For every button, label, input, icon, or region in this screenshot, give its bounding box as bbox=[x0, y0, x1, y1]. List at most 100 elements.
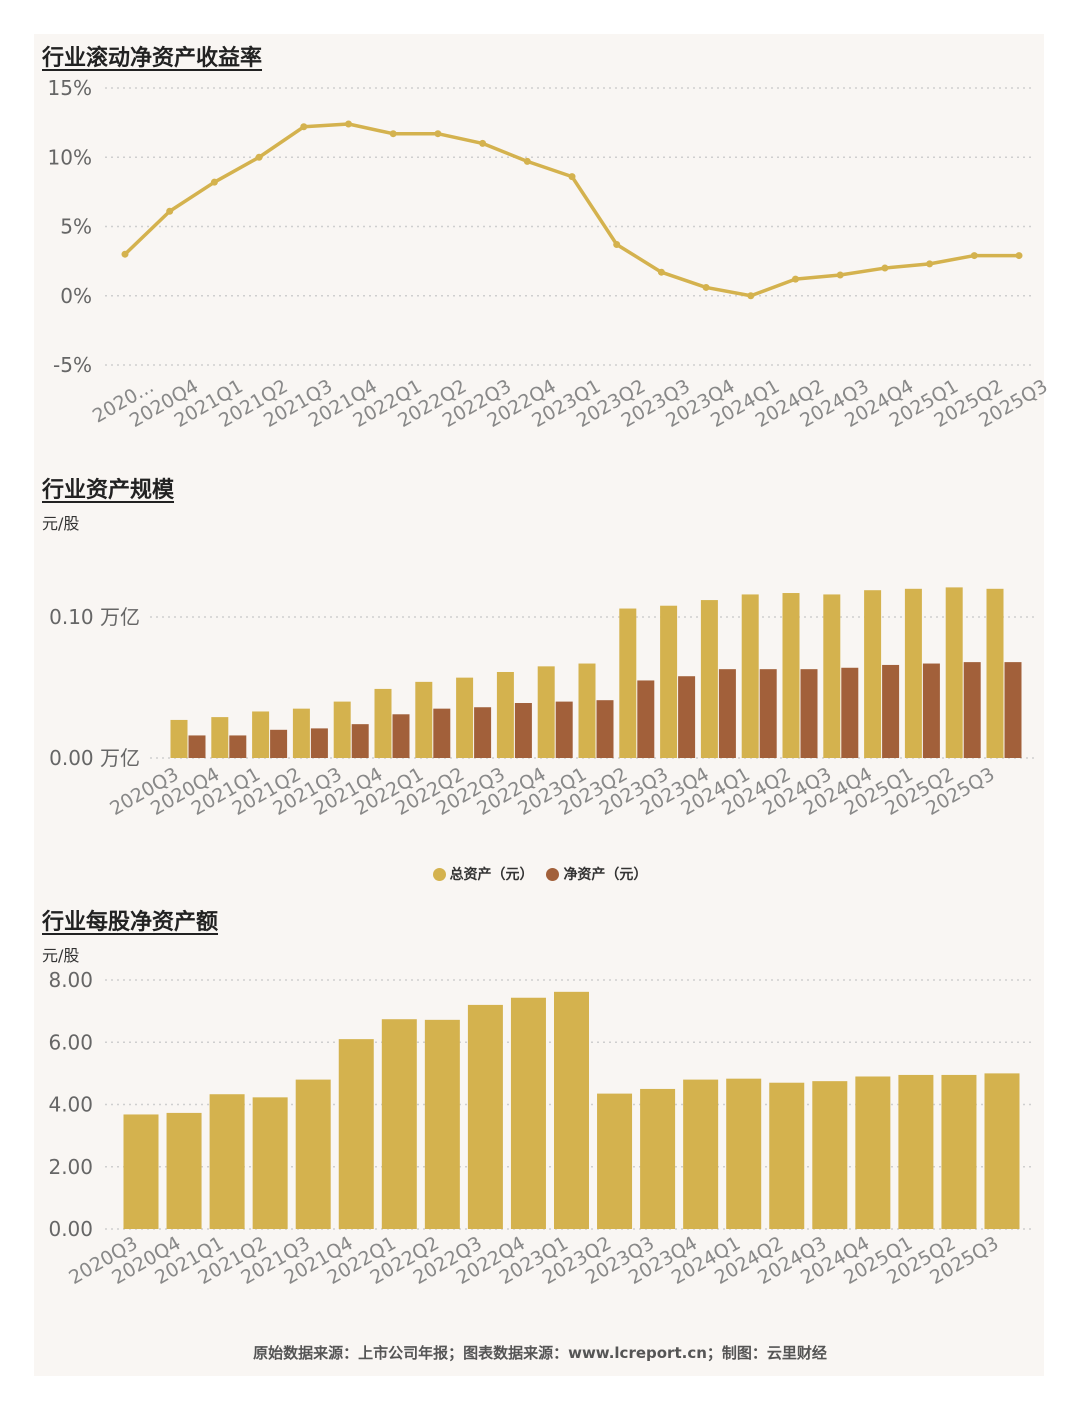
net-assets-bar bbox=[759, 669, 777, 758]
total-assets-bar bbox=[211, 717, 229, 758]
net-assets-bar bbox=[963, 662, 981, 758]
roe-data-point bbox=[926, 260, 934, 268]
roe-data-point bbox=[300, 123, 308, 131]
asset-chart-legend: 总资产（元） 净资产（元） bbox=[0, 864, 1080, 885]
nav-per-share-bar bbox=[295, 1079, 331, 1229]
nav-per-share-bar bbox=[381, 1019, 417, 1229]
nav-per-share-bar bbox=[123, 1114, 159, 1229]
nav-chart-unit: 元/股 bbox=[42, 946, 80, 965]
net-assets-bar bbox=[310, 728, 328, 758]
total-assets-bar bbox=[986, 588, 1004, 758]
asset-bar-chart: 0.10 万亿0.00 万亿2020Q32020Q42021Q12021Q220… bbox=[49, 587, 1035, 820]
roe-data-point bbox=[479, 139, 487, 147]
net-assets-bar bbox=[433, 708, 451, 758]
nav-per-share-bar bbox=[510, 997, 546, 1229]
y-tick-label: 0.00 万亿 bbox=[49, 746, 140, 770]
nav-per-share-bar bbox=[640, 1088, 676, 1229]
total-assets-bar bbox=[660, 605, 678, 758]
nav-per-share-bar bbox=[984, 1073, 1020, 1229]
roe-data-point bbox=[836, 271, 844, 279]
legend-swatch-total-assets bbox=[432, 867, 446, 881]
roe-data-point bbox=[881, 264, 889, 272]
total-assets-bar bbox=[415, 681, 433, 758]
nav-per-share-bar bbox=[209, 1094, 245, 1229]
total-assets-bar bbox=[292, 708, 310, 758]
net-assets-bar bbox=[1004, 662, 1022, 758]
total-assets-bar bbox=[782, 593, 800, 758]
net-assets-bar bbox=[922, 663, 940, 758]
nav-per-share-bar bbox=[252, 1097, 288, 1229]
nav-per-share-bar bbox=[812, 1081, 848, 1229]
total-assets-bar bbox=[904, 588, 922, 758]
net-assets-bar bbox=[555, 701, 573, 758]
legend-item-net-assets: 净资产（元） bbox=[546, 864, 647, 884]
total-assets-bar bbox=[374, 688, 392, 758]
y-tick-label: 15% bbox=[48, 76, 92, 100]
nav-per-share-bar bbox=[769, 1082, 805, 1229]
net-assets-bar bbox=[188, 735, 206, 758]
total-assets-bar bbox=[823, 594, 841, 758]
roe-data-point bbox=[389, 130, 397, 138]
net-assets-bar bbox=[718, 669, 736, 758]
total-assets-bar bbox=[170, 719, 188, 758]
total-assets-bar bbox=[945, 587, 963, 758]
net-assets-bar bbox=[882, 664, 900, 758]
total-assets-bar bbox=[537, 666, 555, 758]
nav-per-share-bar bbox=[424, 1019, 460, 1229]
net-assets-bar bbox=[474, 707, 492, 758]
roe-data-point bbox=[792, 275, 799, 283]
nav-per-share-bar bbox=[683, 1079, 719, 1229]
nav-per-share-bar bbox=[898, 1074, 934, 1229]
nav-per-share-bar bbox=[855, 1076, 891, 1229]
nav-chart-title: 行业每股净资产额 bbox=[42, 910, 219, 935]
roe-data-point bbox=[568, 173, 576, 181]
total-assets-bar bbox=[456, 677, 474, 758]
net-assets-bar bbox=[637, 680, 655, 758]
legend-item-total-assets: 总资产（元） bbox=[432, 864, 534, 884]
roe-data-point bbox=[210, 178, 218, 186]
net-assets-bar bbox=[270, 729, 288, 758]
total-assets-bar bbox=[252, 711, 270, 758]
roe-data-point bbox=[657, 268, 665, 276]
asset-chart-title: 行业资产规模 bbox=[42, 478, 175, 503]
roe-line-chart: 15%10%5%0%-5%2020...2020Q42021Q12021Q220… bbox=[48, 76, 1052, 432]
roe-data-point bbox=[434, 130, 442, 138]
nav-per-share-bar bbox=[554, 991, 589, 1229]
legend-swatch-net-assets bbox=[546, 867, 560, 881]
net-assets-bar bbox=[514, 703, 532, 758]
y-tick-label: -5% bbox=[53, 353, 92, 377]
roe-chart-title: 行业滚动净资产收益率 bbox=[42, 46, 263, 71]
nav-bar-chart: 8.006.004.002.000.002020Q32020Q42021Q120… bbox=[48, 968, 1035, 1289]
y-tick-label: 0.00 bbox=[48, 1217, 93, 1241]
roe-data-point bbox=[970, 252, 978, 260]
net-assets-bar bbox=[351, 724, 369, 758]
nav-per-share-bar bbox=[941, 1074, 977, 1229]
legend-label-net-assets: 净资产（元） bbox=[563, 867, 648, 883]
y-tick-label: 10% bbox=[48, 145, 92, 169]
net-assets-bar bbox=[392, 714, 410, 758]
roe-data-point bbox=[166, 207, 174, 215]
total-assets-bar bbox=[700, 600, 718, 758]
source-footer: 原始数据来源：上市公司年报；图表数据来源：www.lcreport.cn；制图：… bbox=[253, 1344, 827, 1362]
total-assets-bar bbox=[741, 594, 759, 758]
roe-data-point bbox=[523, 157, 531, 165]
nav-per-share-bar bbox=[467, 1004, 503, 1229]
nav-per-share-bar bbox=[166, 1112, 202, 1229]
legend-label-total-assets: 总资产（元） bbox=[449, 867, 534, 883]
total-assets-bar bbox=[619, 608, 637, 758]
nav-per-share-bar bbox=[597, 1093, 633, 1229]
roe-data-point bbox=[121, 250, 129, 258]
y-tick-label: 0.10 万亿 bbox=[49, 605, 140, 629]
y-tick-label: 8.00 bbox=[48, 968, 93, 992]
asset-chart-unit: 元/股 bbox=[42, 514, 80, 533]
net-assets-bar bbox=[800, 669, 818, 758]
y-tick-label: 2.00 bbox=[48, 1155, 93, 1179]
y-tick-label: 0% bbox=[60, 284, 92, 308]
total-assets-bar bbox=[578, 663, 596, 758]
y-tick-label: 4.00 bbox=[48, 1093, 93, 1117]
total-assets-bar bbox=[333, 701, 351, 758]
roe-data-point bbox=[613, 241, 621, 249]
net-assets-bar bbox=[678, 676, 696, 758]
y-tick-label: 6.00 bbox=[48, 1030, 93, 1054]
y-tick-label: 5% bbox=[60, 215, 92, 239]
